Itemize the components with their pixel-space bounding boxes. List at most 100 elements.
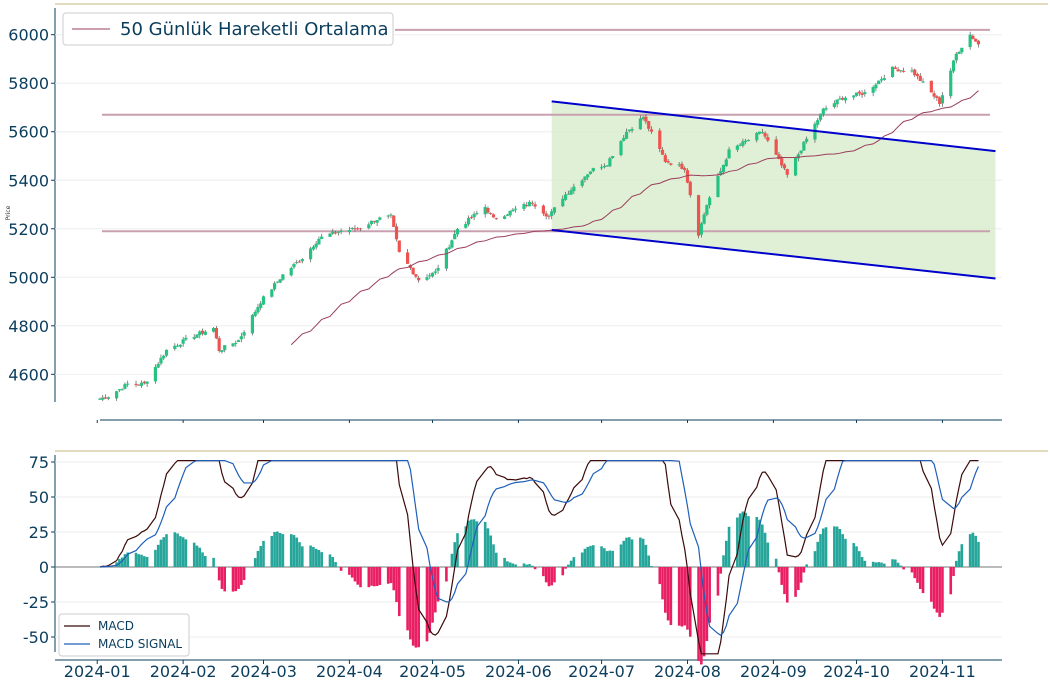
candle-body bbox=[339, 230, 343, 232]
macd-histogram-bar bbox=[569, 560, 573, 567]
candle-body bbox=[314, 243, 318, 248]
candle-body bbox=[605, 165, 609, 167]
candle-body bbox=[472, 214, 476, 218]
candle-body bbox=[502, 216, 507, 219]
macd-histogram-bar bbox=[627, 537, 631, 567]
macd-histogram-bar bbox=[373, 567, 376, 587]
macd-histogram-bar bbox=[755, 516, 759, 567]
macd-histogram-bar bbox=[184, 539, 188, 567]
macd-histogram-bar bbox=[766, 542, 770, 567]
macd-histogram-bar bbox=[217, 567, 221, 581]
macd-histogram-bar bbox=[240, 567, 243, 585]
candle-body bbox=[899, 70, 903, 72]
macd-histogram-bar bbox=[511, 563, 515, 567]
macd-histogram-bar bbox=[320, 552, 323, 567]
macd-histogram-bar bbox=[314, 548, 318, 567]
candle-body bbox=[115, 391, 119, 399]
candle-body bbox=[489, 212, 493, 214]
macd-histogram-bar bbox=[378, 567, 382, 585]
macd-histogram-bar bbox=[702, 567, 706, 657]
macd-histogram-bar bbox=[680, 567, 684, 627]
candle-body bbox=[824, 108, 828, 110]
macd-histogram-bar bbox=[215, 566, 218, 568]
macd-histogram-bar bbox=[971, 532, 975, 567]
candle-body bbox=[123, 384, 127, 389]
macd-histogram-bar bbox=[389, 567, 393, 584]
candle-body bbox=[882, 78, 886, 80]
macd-histogram-bar bbox=[470, 519, 473, 567]
macd-histogram-bar bbox=[273, 531, 276, 567]
macd-histogram-bar bbox=[932, 567, 936, 609]
candle-body bbox=[309, 248, 313, 260]
macd-histogram-bar bbox=[201, 552, 204, 567]
candle-body bbox=[677, 164, 681, 166]
candle-body bbox=[378, 217, 382, 220]
candle-body bbox=[198, 331, 202, 336]
price-tick-label: 4600 bbox=[8, 365, 49, 384]
macd-histogram-bar bbox=[204, 556, 207, 567]
macd-histogram-bar bbox=[339, 567, 343, 571]
candle-body bbox=[608, 158, 612, 167]
candle-body bbox=[162, 355, 166, 359]
macd-histogram-bar bbox=[572, 557, 576, 567]
candle-body bbox=[156, 363, 160, 368]
macd-histogram-bar bbox=[677, 567, 681, 626]
macd-histogram-bar bbox=[661, 567, 664, 600]
macd-histogram-bar bbox=[137, 554, 141, 567]
macd-histogram-bar bbox=[564, 567, 567, 569]
candle-body bbox=[696, 195, 701, 236]
candle-body bbox=[153, 367, 158, 382]
candle-body bbox=[622, 137, 626, 141]
macd-histogram-bar bbox=[156, 544, 160, 567]
macd-histogram-bar bbox=[794, 567, 797, 597]
candle-body bbox=[250, 314, 255, 334]
candle-body bbox=[486, 208, 490, 213]
price-tick-label: 5600 bbox=[8, 123, 49, 142]
candle-body bbox=[356, 228, 360, 230]
candle-body bbox=[649, 129, 654, 132]
candle-body bbox=[932, 93, 936, 97]
macd-histogram-bar bbox=[799, 567, 803, 583]
candle-body bbox=[444, 248, 448, 269]
macd-histogram-bar bbox=[134, 552, 138, 567]
price-tick-label: 4800 bbox=[8, 317, 49, 336]
macd-histogram-bar bbox=[841, 534, 844, 567]
macd-histogram-bar bbox=[758, 519, 761, 567]
macd-histogram-bar bbox=[173, 532, 177, 567]
macd-histogram-bar bbox=[198, 547, 202, 567]
candle-body bbox=[200, 330, 205, 334]
date-tick-label: 2024-06 bbox=[485, 662, 552, 681]
macd-histogram-bar bbox=[292, 535, 296, 567]
macd-histogram-bar bbox=[253, 558, 257, 567]
candle-body bbox=[297, 261, 302, 263]
macd-histogram-bar bbox=[447, 567, 451, 568]
candle-body bbox=[818, 113, 823, 120]
macd-histogram-bar bbox=[580, 552, 584, 567]
candle-body bbox=[976, 40, 981, 45]
ma-legend-label: 50 Günlük Hareketli Ortalama bbox=[120, 19, 388, 40]
candle-body bbox=[552, 207, 557, 213]
macd-histogram-bar bbox=[445, 567, 448, 582]
macd-tick-label: -50 bbox=[23, 628, 49, 647]
macd-histogram-bar bbox=[600, 546, 603, 567]
macd-histogram-bar bbox=[494, 552, 498, 567]
macd-histogram-bar bbox=[337, 566, 340, 567]
macd-histogram-bar bbox=[406, 567, 409, 631]
macd-histogram-bar bbox=[816, 541, 820, 567]
candle-body bbox=[436, 267, 440, 271]
macd-histogram-bar bbox=[700, 567, 703, 665]
candle-body bbox=[292, 264, 296, 268]
candle-body bbox=[860, 93, 864, 96]
candle-body bbox=[389, 214, 393, 216]
macd-histogram-bar bbox=[644, 544, 648, 567]
macd-histogram-bar bbox=[531, 565, 534, 567]
macd-histogram-bar bbox=[431, 567, 434, 623]
candle-body bbox=[212, 328, 216, 332]
macd-histogram-bar bbox=[747, 516, 750, 567]
macd-histogram-bar bbox=[666, 567, 670, 621]
macd-line bbox=[99, 460, 979, 655]
candle-body bbox=[638, 118, 642, 130]
candle-body bbox=[417, 277, 421, 281]
macd-histogram-bar bbox=[913, 567, 917, 579]
macd-histogram-bar bbox=[120, 557, 124, 567]
